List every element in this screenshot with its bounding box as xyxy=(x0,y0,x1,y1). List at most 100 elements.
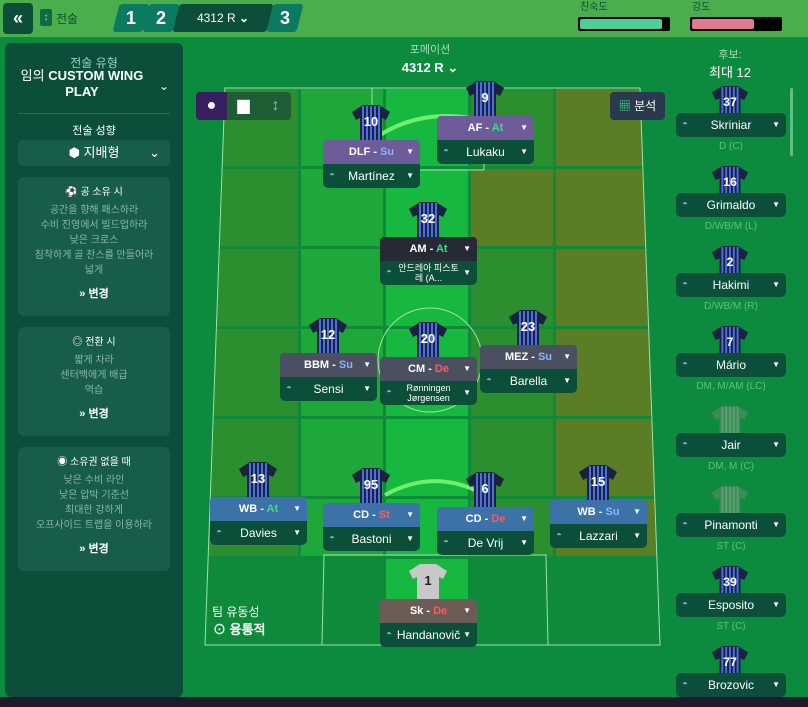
bench-player[interactable]: ◓ Hakimi ▼ D/WB/M (R) xyxy=(676,273,786,313)
mentality-dropdown[interactable]: ⬢ 지배형 ⌄ xyxy=(18,140,170,166)
svg-text:23: 23 xyxy=(521,319,535,334)
analysis-button[interactable]: ▦ 분석 xyxy=(610,92,665,120)
panel-title: 전환 시 xyxy=(85,337,116,348)
player-name-dropdown[interactable]: ◓ Handanovič ▼ xyxy=(380,623,477,647)
pitch-zone xyxy=(471,559,553,643)
dropdown-arrow-icon: ▼ xyxy=(520,538,528,547)
player-name-dropdown[interactable]: ◓ Barella ▼ xyxy=(480,369,577,393)
bench-name-dropdown[interactable]: ◓ Hakimi ▼ xyxy=(676,273,786,297)
player-shirt[interactable]: 13 xyxy=(237,459,279,501)
bench-player[interactable]: ◓ Brozovic ▼ xyxy=(676,673,786,701)
player-card[interactable]: AM - At ▼ ◓ 안드레아 피스토레 (A... ▼ xyxy=(380,237,477,285)
change-button[interactable]: » 변경 xyxy=(79,288,109,300)
player-shirt[interactable]: 15 xyxy=(577,462,619,504)
formation-dropdown[interactable]: 4312 R ⌄ xyxy=(380,60,480,76)
change-button[interactable]: » 변경 xyxy=(79,543,109,555)
bench-player[interactable]: ◓ Grimaldo ▼ D/WB/M (L) xyxy=(676,193,786,233)
chevron-down-icon: ⌄ xyxy=(447,60,459,75)
player-card[interactable]: CD - De ▼ ◓ De Vrij ▼ xyxy=(437,507,534,555)
svg-text:15: 15 xyxy=(591,474,605,489)
player-shirt[interactable]: 23 xyxy=(507,307,549,349)
player-card[interactable]: DLF - Su ▼ ◓ Martínez ▼ xyxy=(323,140,420,188)
dropdown-arrow-icon: ▼ xyxy=(406,534,414,543)
chevron-down-icon[interactable]: ⌄ xyxy=(159,79,170,93)
dropdown-arrow-icon: ▼ xyxy=(406,510,414,519)
role-dropdown[interactable]: AM - At ▼ xyxy=(380,237,477,261)
bench-player[interactable]: ◓ Mário ▼ DM, M/AM (LC) xyxy=(676,353,786,393)
role-dropdown[interactable]: WB - Su ▼ xyxy=(550,500,647,524)
player-card[interactable]: WB - At ▼ ◓ Davies ▼ xyxy=(210,497,307,545)
player-name-dropdown[interactable]: ◓ Sensi ▼ xyxy=(280,377,377,401)
tactic-type-dropdown[interactable]: 임의 CUSTOM WING PLAY xyxy=(13,68,151,100)
role-dropdown[interactable]: BBM - Su ▼ xyxy=(280,353,377,377)
bench-name-dropdown[interactable]: ◓ Grimaldo ▼ xyxy=(676,193,786,217)
player-shirt[interactable]: 6 xyxy=(464,469,506,511)
player-name: Barella xyxy=(509,374,548,388)
player-name: Lukaku xyxy=(466,145,505,159)
player-view-button[interactable]: ● xyxy=(196,92,227,120)
formation-label: 포메이션 xyxy=(409,44,451,56)
tactic-type-label: 전술 유형 xyxy=(70,56,118,70)
player-card[interactable]: Sk - De ▼ ◓ Handanovič ▼ xyxy=(380,599,477,647)
bench-name-dropdown[interactable]: ◓ Brozovic ▼ xyxy=(676,673,786,697)
bench-name-dropdown[interactable]: ◓ Esposito ▼ xyxy=(676,593,786,617)
role-dropdown[interactable]: Sk - De ▼ xyxy=(380,599,477,623)
bench-name-dropdown[interactable]: ◓ Mário ▼ xyxy=(676,353,786,377)
player-shirt[interactable]: 12 xyxy=(307,315,349,357)
stats-view-button[interactable]: ▆ xyxy=(228,92,259,120)
change-label: 변경 xyxy=(88,288,109,300)
player-card[interactable]: BBM - Su ▼ ◓ Sensi ▼ xyxy=(280,353,377,401)
fluidity-value[interactable]: ⊙ 융통적 xyxy=(213,622,266,638)
intensity-meter[interactable] xyxy=(690,17,782,31)
bench-scrollbar[interactable] xyxy=(790,88,793,156)
player-shirt[interactable]: 1 xyxy=(407,561,449,603)
role-dropdown[interactable]: CD - St ▼ xyxy=(323,503,420,527)
bench-name-dropdown[interactable]: ◓ Skriniar ▼ xyxy=(676,113,786,137)
player-card[interactable]: CD - St ▼ ◓ Bastoni ▼ xyxy=(323,503,420,551)
player-shirt[interactable]: 10 xyxy=(350,102,392,144)
role: AM xyxy=(409,243,427,255)
svg-text:39: 39 xyxy=(723,575,737,589)
player-shirt[interactable]: 95 xyxy=(350,465,392,507)
instruction: 낮은 크로스 xyxy=(69,235,119,246)
instruction: 공간을 향해 패스하라 xyxy=(49,205,139,216)
familiarity-meter[interactable] xyxy=(578,17,670,31)
back-button[interactable]: « xyxy=(3,3,33,34)
role-dropdown[interactable]: DLF - Su ▼ xyxy=(323,140,420,164)
player-shirt[interactable]: 20 xyxy=(407,319,449,361)
player-card[interactable]: WB - Su ▼ ◓ Lazzari ▼ xyxy=(550,500,647,548)
player-name-dropdown[interactable]: ◓ Bastoni ▼ xyxy=(323,527,420,551)
bench-player[interactable]: ◓ Skriniar ▼ D (C) xyxy=(676,113,786,153)
pitch-zone xyxy=(556,169,658,246)
player-shirt[interactable]: 32 xyxy=(407,199,449,241)
player-name: Esposito xyxy=(707,598,755,612)
change-button[interactable]: » 변경 xyxy=(79,408,109,420)
player-name-dropdown[interactable]: ◓ Davies ▼ xyxy=(210,521,307,545)
player-positions: D (C) xyxy=(719,141,743,152)
bench-name-dropdown[interactable]: ◓ Jair ▼ xyxy=(676,433,786,457)
player-name-dropdown[interactable]: ◓ De Vrij ▼ xyxy=(437,531,534,555)
player-name-dropdown[interactable]: ◓ Lazzari ▼ xyxy=(550,524,647,548)
player-name-dropdown[interactable]: ◓ 안드레아 피스토레 (A... ▼ xyxy=(380,261,477,285)
player-card[interactable]: MEZ - Su ▼ ◓ Barella ▼ xyxy=(480,345,577,393)
role: CD xyxy=(353,509,370,521)
dropdown-arrow-icon: ▼ xyxy=(293,504,301,513)
role-dropdown[interactable]: WB - At ▼ xyxy=(210,497,307,521)
bench-name-dropdown[interactable]: ◓ Pinamonti ▼ xyxy=(676,513,786,537)
player-name-dropdown[interactable]: ◓ Lukaku ▼ xyxy=(437,140,534,164)
player-card[interactable]: CM - De ▼ ◓ Rønningen Jørgensen ▼ xyxy=(380,357,477,405)
role-dropdown[interactable]: AF - At ▼ xyxy=(437,116,534,140)
player-name-dropdown[interactable]: ◓ Rønningen Jørgensen ▼ xyxy=(380,381,477,405)
role-dropdown[interactable]: CD - De ▼ xyxy=(437,507,534,531)
role-dropdown[interactable]: CM - De ▼ xyxy=(380,357,477,381)
bench-player[interactable]: ◓ Esposito ▼ ST (C) xyxy=(676,593,786,633)
player-name-dropdown[interactable]: ◓ Martínez ▼ xyxy=(323,164,420,188)
bench-player[interactable]: ◓ Pinamonti ▼ ST (C) xyxy=(676,513,786,553)
person-icon: ◓ xyxy=(682,519,689,530)
instructions-view-button[interactable]: ↕ xyxy=(260,92,291,120)
role-dropdown[interactable]: MEZ - Su ▼ xyxy=(480,345,577,369)
player-card[interactable]: AF - At ▼ ◓ Lukaku ▼ xyxy=(437,116,534,164)
bench-player[interactable]: ◓ Jair ▼ DM, M (C) xyxy=(676,433,786,473)
player-shirt[interactable]: 9 xyxy=(464,78,506,120)
dropdown-arrow-icon: ▼ xyxy=(463,244,471,253)
